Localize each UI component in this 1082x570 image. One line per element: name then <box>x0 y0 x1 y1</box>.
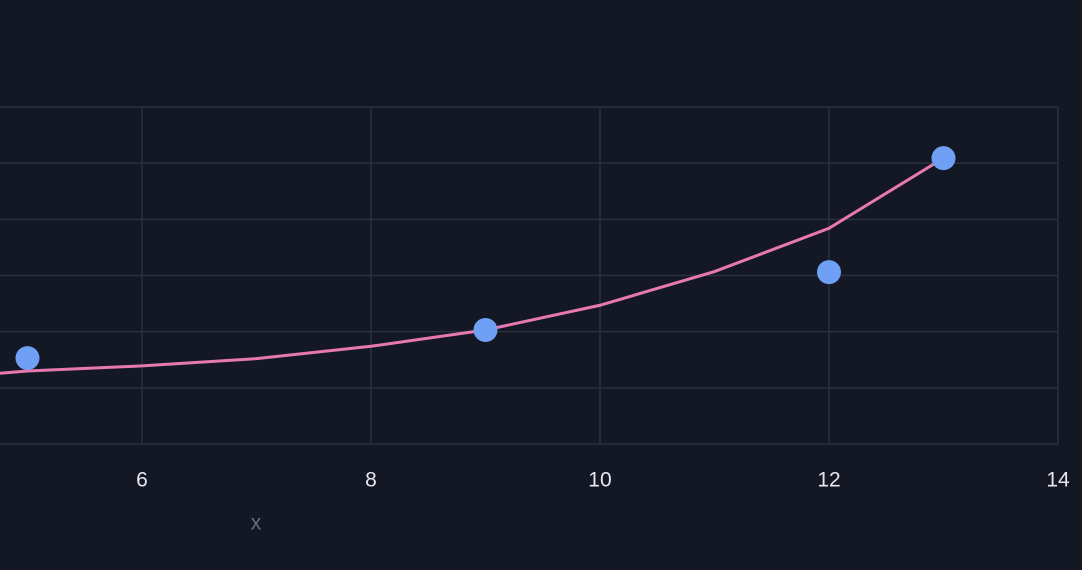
x-tick-label: 12 <box>817 469 840 492</box>
point <box>473 317 498 342</box>
point <box>931 146 956 171</box>
point <box>15 346 40 371</box>
x-axis-title: x <box>251 512 262 535</box>
x-tick-label: 8 <box>365 469 377 492</box>
fit-curve <box>0 156 945 375</box>
x-tick-label: 14 <box>1046 469 1070 492</box>
point <box>816 260 841 285</box>
x-tick-label: 10 <box>588 469 611 492</box>
x-tick-label: 6 <box>136 469 148 492</box>
